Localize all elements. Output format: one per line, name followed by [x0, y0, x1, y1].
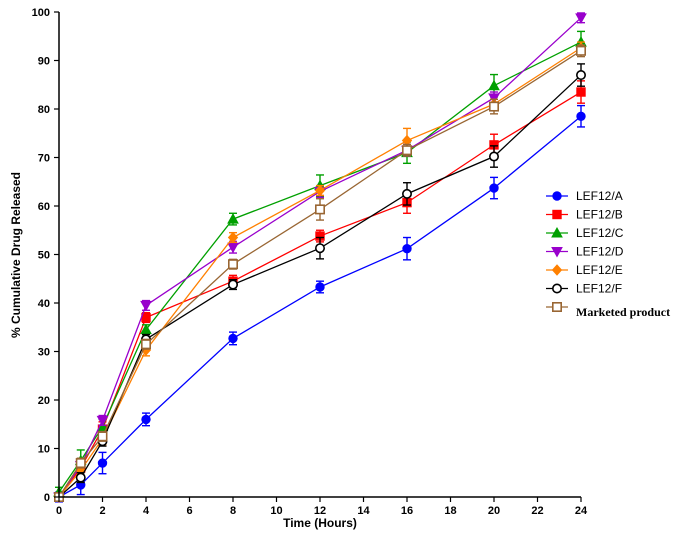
data-point: [75, 472, 86, 483]
y-tick-label: 90: [38, 56, 50, 68]
legend-marker: [551, 226, 563, 238]
y-tick-label: 70: [38, 153, 50, 165]
data-point: [227, 231, 239, 244]
legend-label: LEF12/D: [576, 245, 624, 259]
data-point: [576, 87, 586, 97]
x-tick-label: 16: [401, 505, 413, 517]
series-line: [58, 91, 582, 498]
series-line: [58, 47, 582, 498]
data-point: [488, 93, 500, 104]
legend-item-0: LEF12/A: [546, 189, 623, 203]
x-tick-label: 0: [56, 505, 62, 517]
x-tick-label: 24: [575, 505, 588, 517]
legend-label: LEF12/F: [576, 282, 622, 296]
y-axis-title: % Cumulative Drug Released: [9, 172, 23, 338]
series-2: [53, 30, 587, 498]
data-point: [228, 333, 238, 344]
legend-item-6: Marketed product: [546, 301, 670, 319]
y-tick-label: 100: [32, 7, 50, 19]
data-point: [575, 70, 586, 81]
legend-item-4: LEF12/E: [546, 263, 623, 277]
data-point: [401, 145, 412, 156]
y-tick-label: 40: [38, 298, 50, 310]
data-point: [140, 300, 152, 312]
y-tick-label: 10: [38, 444, 50, 456]
data-point: [228, 279, 239, 290]
series-0: [54, 104, 586, 503]
data-point: [576, 111, 586, 121]
data-point: [488, 101, 499, 112]
x-tick-label: 4: [143, 505, 150, 517]
data-point: [227, 242, 239, 254]
x-tick-label: 6: [186, 505, 192, 517]
x-axis-title: Time (Hours): [283, 516, 357, 530]
x-tick-label: 18: [444, 505, 456, 517]
x-tick-label: 20: [488, 505, 500, 517]
y-tick-label: 30: [38, 347, 50, 359]
x-tick-label: 22: [531, 505, 543, 517]
legend-marker: [551, 301, 562, 312]
legend-item-2: LEF12/C: [546, 226, 624, 240]
ticks: 0 2 4 6 8 10 12 14 16 18 20 22 240102030405060708090…: [32, 7, 588, 517]
y-tick-label: 60: [38, 201, 50, 213]
legend-marker: [552, 209, 562, 220]
x-tick-label: 12: [314, 505, 326, 517]
data-point: [314, 243, 325, 254]
legend-marker: [552, 191, 562, 201]
plot-area: [53, 12, 587, 504]
legend-marker: [551, 247, 563, 258]
legend: LEF12/A LEF12/B LEF12/C LEF12/D LEF12/E LEF12…: [546, 189, 670, 319]
legend-label: LEF12/A: [576, 189, 623, 203]
legend-label: LEF12/C: [576, 226, 624, 240]
series-line: [58, 115, 582, 498]
data-point: [575, 13, 587, 24]
data-point: [314, 184, 326, 197]
x-tick-label: 8: [230, 505, 236, 517]
legend-marker: [551, 283, 562, 294]
y-tick-label: 0: [44, 492, 50, 504]
data-point: [97, 458, 108, 468]
legend-label: LEF12/B: [576, 208, 623, 222]
legend-label: Marketed product: [576, 305, 670, 319]
series-line: [58, 41, 582, 493]
data-point: [227, 213, 239, 224]
x-tick-label: 14: [357, 505, 370, 517]
data-point: [402, 243, 412, 254]
series-line: [58, 50, 582, 498]
y-tick-label: 80: [38, 104, 50, 116]
x-tick-label: 10: [270, 505, 282, 517]
y-tick-label: 50: [38, 250, 50, 262]
legend-marker: [551, 264, 563, 276]
data-point: [96, 415, 109, 427]
data-point: [488, 79, 500, 91]
data-point: [75, 458, 86, 469]
data-point: [314, 204, 325, 215]
data-point: [97, 431, 108, 442]
data-point: [401, 188, 412, 199]
series-6: [53, 44, 586, 502]
legend-item-5: LEF12/F: [546, 282, 622, 296]
legend-label: LEF12/E: [576, 263, 623, 277]
data-point: [575, 45, 586, 56]
data-point: [228, 259, 239, 270]
data-point: [141, 339, 152, 350]
data-point: [488, 151, 499, 162]
data-point: [141, 414, 151, 425]
x-tick-label: 2: [99, 505, 105, 517]
data-point: [489, 183, 499, 193]
y-tick-label: 20: [38, 395, 50, 407]
legend-item-1: LEF12/B: [546, 208, 623, 222]
data-point: [315, 282, 325, 292]
series-4: [53, 41, 587, 503]
data-point: [140, 323, 152, 335]
legend-item-3: LEF12/D: [546, 245, 624, 259]
